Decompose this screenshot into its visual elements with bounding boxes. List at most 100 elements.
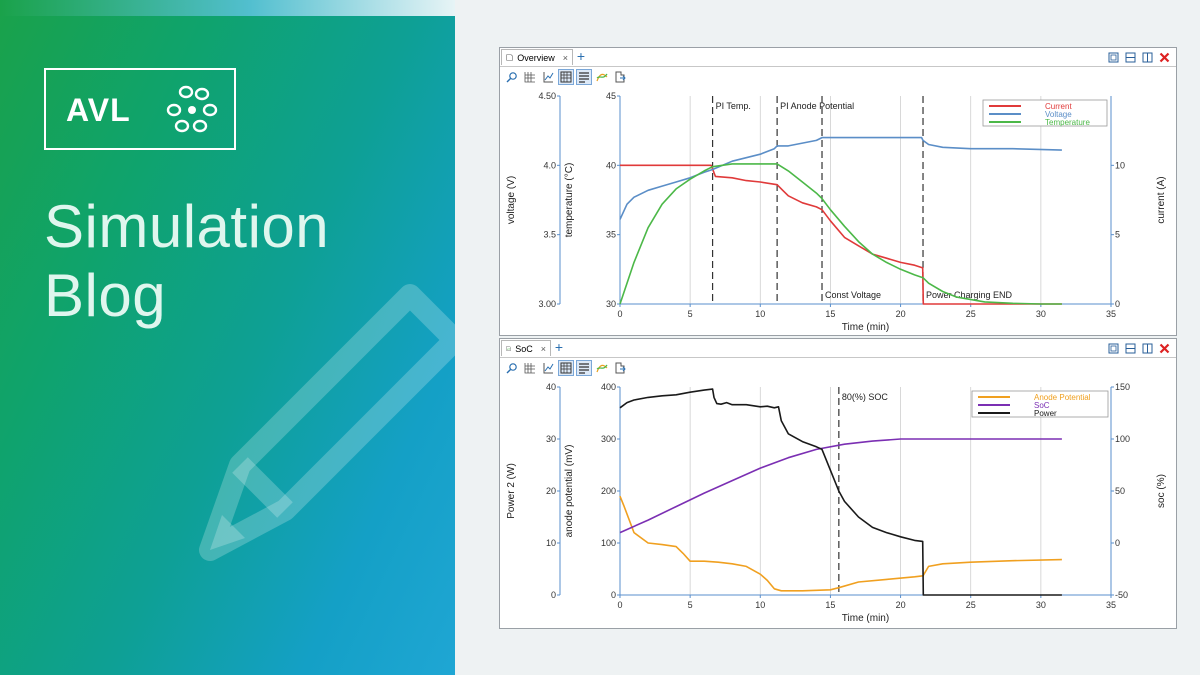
series-line-soc (619, 438, 1062, 534)
chart-toolbar (500, 358, 1176, 378)
close-icon[interactable]: × (562, 52, 568, 63)
x-tick-label: 35 (1106, 309, 1116, 319)
x-tick-label: 0 (617, 600, 622, 610)
x-tick-label: 15 (825, 309, 835, 319)
marker-label: PI Anode Potential (780, 101, 854, 111)
avl-logo: AVL (44, 68, 236, 150)
x-axis-label: Time (min) (842, 613, 889, 624)
avl-flower-icon (166, 85, 218, 133)
x-tick-label: 5 (688, 600, 693, 610)
y-tick-label: 30 (546, 434, 556, 444)
series-line-current (620, 164, 1062, 305)
x-axis-label: Time (min) (842, 322, 889, 333)
y-axis-label-power: Power 2 (W) (506, 463, 517, 519)
series-line-voltage (619, 136, 1062, 220)
legend-label: Anode Potential (1034, 393, 1091, 402)
axis-settings-icon[interactable] (540, 360, 556, 376)
maximize-icon[interactable] (1108, 50, 1119, 63)
marker-label: Power Charging END (926, 290, 1013, 300)
legend-label: Temperature (1045, 118, 1090, 127)
close-window-icon[interactable] (1159, 50, 1170, 63)
axis-settings-icon[interactable] (540, 69, 556, 85)
y-axis-label-current: current (A) (1156, 176, 1167, 223)
soc-chart: 0 5 10 15 20 25 30 35 Time (min) 0 10 20 30 40 Power 2… (506, 382, 1167, 624)
x-tick-label: 0 (617, 309, 622, 319)
y-tick-label: 4.0 (543, 160, 556, 170)
y-axis-label-anode: anode potential (mV) (564, 445, 575, 538)
add-tab-button[interactable]: + (554, 339, 564, 355)
y-tick-label: 35 (606, 230, 616, 240)
y-tick-label: 100 (601, 538, 616, 548)
y-tick-label: 3.00 (538, 299, 556, 309)
close-window-icon[interactable] (1159, 341, 1170, 354)
split-horizontal-icon[interactable] (1125, 341, 1136, 354)
list-icon[interactable] (576, 360, 592, 376)
page-title: Simulation Blog (44, 192, 329, 330)
y-tick-label: 30 (606, 299, 616, 309)
logo-text: AVL (66, 92, 131, 128)
x-tick-label: 35 (1106, 600, 1116, 610)
y-axis-label-temperature: temperature (°C) (564, 163, 575, 238)
x-tick-label: 10 (755, 309, 765, 319)
x-tick-label: 20 (896, 600, 906, 610)
grid-icon[interactable] (522, 360, 538, 376)
table-icon[interactable] (558, 360, 574, 376)
hero-banner: AVL Simulation Blog (0, 0, 455, 675)
y-tick-label: 0 (1115, 538, 1120, 548)
window-controls (1108, 50, 1170, 63)
table-icon[interactable] (558, 69, 574, 85)
y-axis-label-voltage: voltage (V) (506, 176, 517, 224)
split-vertical-icon[interactable] (1142, 341, 1153, 354)
zoom-icon[interactable] (504, 360, 520, 376)
series-line-anode-potential (619, 495, 1062, 592)
tab-bar: Overview × + (500, 48, 1176, 67)
y-tick-label: 10 (546, 538, 556, 548)
overview-chart: 0 5 10 15 20 25 30 35 Time (min) 3.00 3.5 4.0 4.50 vo… (506, 91, 1167, 333)
tab-label: SoC (515, 343, 533, 354)
pencil-illustration (199, 284, 455, 561)
y-tick-label: 45 (606, 91, 616, 101)
grid-icon[interactable] (522, 69, 538, 85)
add-tab-button[interactable]: + (576, 48, 586, 64)
y-tick-label: 150 (1115, 382, 1130, 392)
marker-label: 80(%) SOC (842, 392, 889, 402)
list-icon[interactable] (576, 69, 592, 85)
close-icon[interactable]: × (540, 343, 546, 354)
title-line-2: Blog (44, 262, 167, 329)
x-tick-label: 10 (755, 600, 765, 610)
y-tick-label: 40 (546, 382, 556, 392)
legend-label: Power (1034, 409, 1057, 418)
curves-icon[interactable] (594, 360, 610, 376)
y-tick-label: 400 (601, 382, 616, 392)
y-axis-label-soc: soc (%) (1156, 474, 1167, 508)
tab-overview[interactable]: Overview × (501, 49, 573, 65)
series-line-power (619, 388, 1062, 596)
chart-window-soc: SoC × + 0 5 10 15 20 25 30 35 Time (min) 0 10 20 30 4… (499, 338, 1177, 629)
top-gradient-strip (0, 0, 455, 16)
zoom-icon[interactable] (504, 69, 520, 85)
y-tick-label: 40 (606, 160, 616, 170)
export-icon[interactable] (612, 69, 628, 85)
maximize-icon[interactable] (1108, 341, 1119, 354)
y-tick-label: 100 (1115, 434, 1130, 444)
split-vertical-icon[interactable] (1142, 50, 1153, 63)
marker-label: Const Voltage (825, 290, 881, 300)
export-icon[interactable] (612, 360, 628, 376)
tab-bar: SoC × + (500, 339, 1176, 358)
series-line-temperature (619, 163, 1062, 305)
y-tick-label: 3.5 (543, 230, 556, 240)
y-tick-label: 200 (601, 486, 616, 496)
y-tick-label: -50 (1115, 590, 1128, 600)
y-tick-label: 300 (601, 434, 616, 444)
tab-soc[interactable]: SoC × (501, 340, 551, 356)
document-icon (506, 54, 513, 61)
x-tick-label: 30 (1036, 309, 1046, 319)
tab-label: Overview (517, 52, 555, 63)
x-tick-label: 25 (966, 600, 976, 610)
x-tick-label: 15 (825, 600, 835, 610)
x-tick-label: 25 (966, 309, 976, 319)
y-tick-label: 50 (1115, 486, 1125, 496)
curves-icon[interactable] (594, 69, 610, 85)
y-tick-label: 4.50 (538, 91, 556, 101)
split-horizontal-icon[interactable] (1125, 50, 1136, 63)
